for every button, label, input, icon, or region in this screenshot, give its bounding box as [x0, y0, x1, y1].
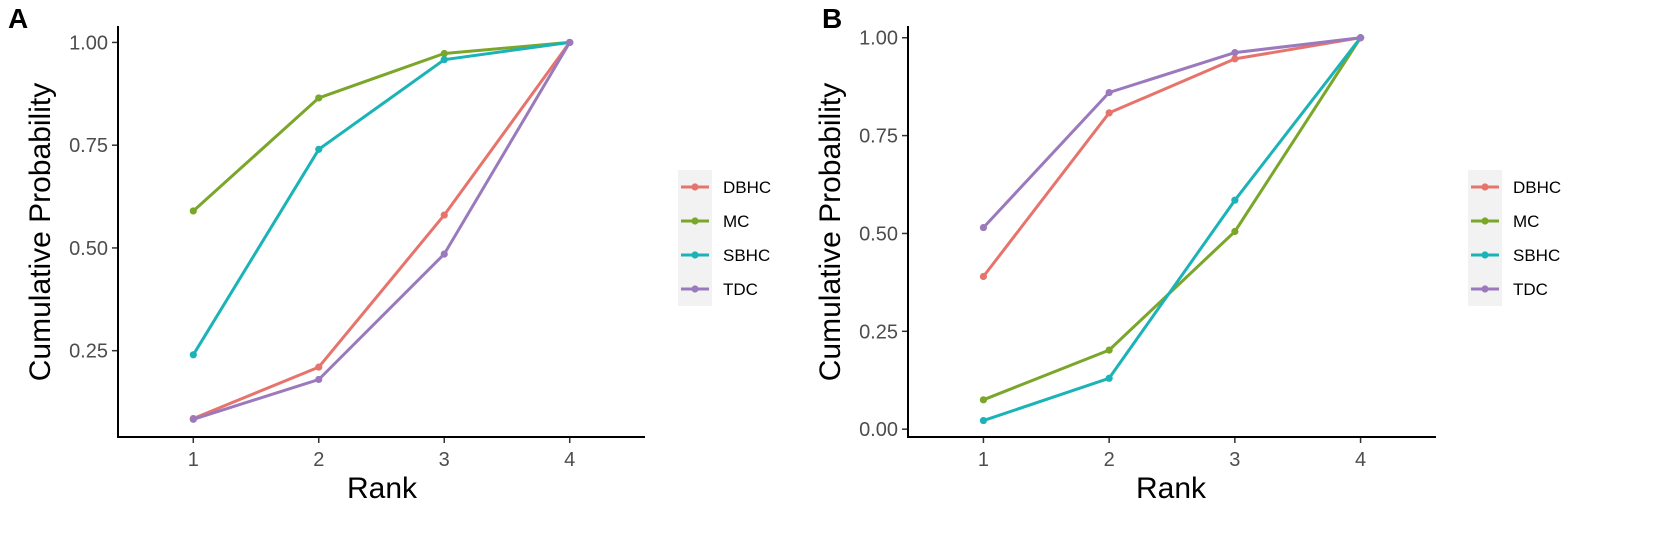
y-axis-a: 0.25 0.50 0.75 1.00: [69, 32, 118, 363]
legend-key-point-tdc: [1481, 285, 1489, 293]
data-point-mc: [1105, 346, 1113, 354]
y-tick-label-b: 0.25: [859, 321, 898, 343]
panel-label-a: A: [8, 3, 28, 34]
y-axis-title-a: Cumulative Probability: [24, 83, 57, 381]
panel-label-b: B: [822, 3, 842, 34]
y-tick-label-b: 0.50: [859, 223, 898, 245]
x-axis-title-a: Rank: [347, 472, 418, 505]
x-axis-b: 1 2 3 4: [978, 437, 1366, 471]
y-tick-label-a: 1.00: [69, 32, 108, 54]
series-line-dbhc: [191, 40, 572, 420]
data-point-sbhc: [1105, 374, 1113, 382]
data-point-dbhc: [315, 363, 323, 371]
y-tick-label-b: 0.75: [859, 126, 898, 148]
legend-key-point-mc: [1481, 217, 1489, 225]
series-line-tdc: [191, 40, 572, 421]
data-point-dbhc: [979, 272, 988, 281]
data-point-sbhc: [189, 351, 197, 359]
y-tick-label-a: 0.50: [69, 238, 108, 260]
legend-key-point-sbhc: [691, 251, 699, 259]
series-line-tdc: [981, 36, 1363, 230]
data-point-tdc: [1105, 88, 1113, 97]
legend-label-dbhc: DBHC: [1513, 178, 1561, 197]
series-line-mc: [191, 40, 572, 213]
legend-key-point-dbhc: [1481, 183, 1489, 191]
data-point-dbhc: [1231, 55, 1239, 63]
x-tick-label-a: 2: [313, 449, 324, 471]
legend-key-point-tdc: [691, 285, 699, 293]
legend-label-dbhc: DBHC: [723, 178, 771, 197]
y-tick-label-a: 0.25: [69, 341, 108, 363]
legend-key-point-dbhc: [691, 183, 699, 191]
legend-label-sbhc: SBHC: [1513, 246, 1560, 265]
x-tick-label-b: 2: [1104, 449, 1115, 471]
data-point-dbhc: [440, 211, 448, 219]
legend-label-tdc: TDC: [1513, 280, 1548, 299]
y-axis-b: 0.00 0.25 0.50 0.75 1.00: [859, 28, 908, 441]
data-point-dbhc: [1105, 109, 1113, 117]
legend-label-mc: MC: [1513, 212, 1539, 231]
series-layer-a: [189, 38, 574, 423]
legend-key-background: [678, 170, 712, 306]
data-point-mc: [189, 207, 197, 215]
data-point-mc: [979, 396, 988, 404]
data-point-sbhc: [1231, 196, 1239, 204]
series-line-sbhc: [981, 36, 1363, 423]
legend-key-background: [1468, 170, 1502, 306]
x-axis-a: 1 2 3 4: [188, 437, 575, 471]
y-axis-title-b: Cumulative Probability: [814, 83, 847, 381]
data-point-sbhc: [440, 56, 448, 64]
data-point-tdc: [1231, 49, 1239, 57]
legend-label-mc: MC: [723, 212, 749, 231]
legend-key-point-mc: [691, 217, 699, 225]
data-point-sbhc: [979, 416, 988, 425]
x-tick-label-a: 3: [439, 449, 450, 471]
y-tick-label-a: 0.75: [69, 135, 108, 157]
y-tick-label-b: 1.00: [859, 28, 898, 50]
x-tick-label-a: 1: [188, 449, 199, 471]
data-point-sbhc: [315, 145, 323, 153]
x-tick-label-b: 1: [978, 449, 989, 471]
data-point-tdc: [440, 250, 448, 258]
legend-label-sbhc: SBHC: [723, 246, 770, 265]
legend-b: DBHC MC SBHC TDC: [1468, 170, 1561, 306]
data-point-mc: [440, 49, 448, 58]
data-point-mc: [315, 94, 323, 102]
data-point-tdc: [566, 38, 574, 47]
series-line-sbhc: [191, 40, 572, 357]
x-axis-title-b: Rank: [1136, 472, 1207, 505]
legend-a: DBHC MC SBHC TDC: [678, 170, 771, 306]
data-point-mc: [1231, 227, 1239, 236]
x-tick-label-b: 4: [1355, 449, 1366, 471]
data-point-tdc: [979, 223, 988, 232]
series-line-dbhc: [981, 36, 1363, 278]
chart-panel-b: B 0.00 0.25 0.50 0.75 1.00 1 2 3 4 Rank Cumulat…: [814, 3, 1561, 505]
data-point-tdc: [315, 375, 323, 384]
chart-panel-a: A 0.25 0.50 0.75 1.00 1 2 3 4 Rank Cumulative …: [8, 3, 771, 505]
series-line-mc: [981, 36, 1363, 402]
legend-key-point-sbhc: [1481, 251, 1489, 259]
data-point-tdc: [189, 415, 197, 423]
series-layer-b: [979, 34, 1365, 425]
data-point-tdc: [1356, 34, 1365, 42]
legend-label-tdc: TDC: [723, 280, 758, 299]
y-tick-label-b: 0.00: [859, 419, 898, 441]
x-tick-label-a: 4: [564, 449, 575, 471]
x-tick-label-b: 3: [1229, 449, 1240, 471]
